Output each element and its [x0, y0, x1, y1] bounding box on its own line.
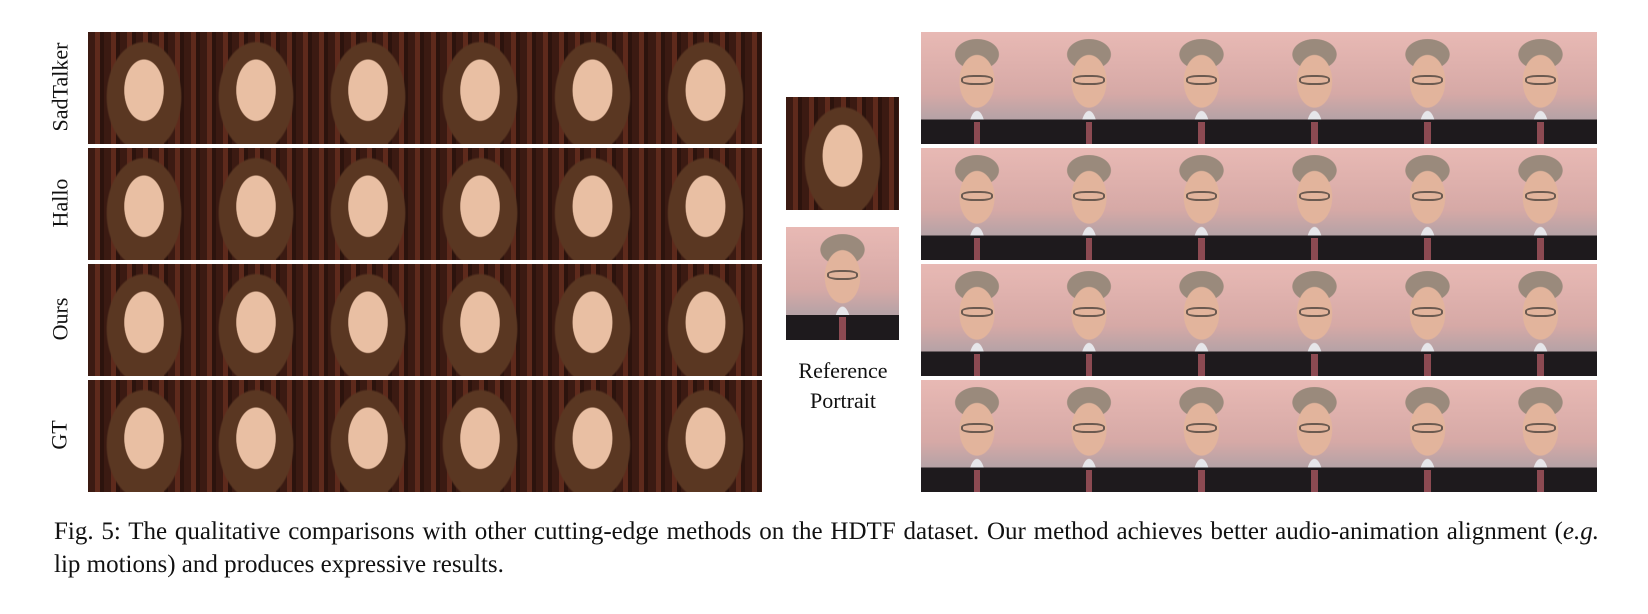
- video-frame: [200, 264, 312, 376]
- frame-row-ours-left: [88, 264, 762, 376]
- video-frame: [649, 380, 762, 492]
- video-frame: [1033, 148, 1145, 260]
- video-frame: [536, 32, 649, 144]
- video-frame: [1484, 264, 1597, 376]
- video-frame: [312, 264, 424, 376]
- video-frame: [200, 380, 312, 492]
- video-frame: [88, 32, 200, 144]
- frame-row-hallo-left: [88, 148, 762, 260]
- frame-row-ours-right: [921, 264, 1597, 376]
- video-frame: [424, 264, 536, 376]
- video-frame: [1258, 148, 1371, 260]
- figure-caption: Fig. 5: The qualitative comparisons with…: [54, 515, 1599, 581]
- video-frame: [1033, 32, 1145, 144]
- caption-eg: e.g.: [1562, 518, 1599, 545]
- frame-row-sadtalker-left: [88, 32, 762, 144]
- video-frame: [1371, 148, 1484, 260]
- frame-row-gt-left: [88, 380, 762, 492]
- video-frame: [200, 148, 312, 260]
- video-frame: [921, 148, 1033, 260]
- video-frame: [1258, 32, 1371, 144]
- video-frame: [649, 32, 762, 144]
- frame-row-gt-right: [921, 380, 1597, 492]
- row-label-ours: Ours: [47, 297, 72, 340]
- video-frame: [312, 32, 424, 144]
- video-frame: [312, 148, 424, 260]
- reference-portrait-label: Reference Portrait: [798, 358, 888, 413]
- video-frame: [1484, 32, 1597, 144]
- video-frame: [1145, 148, 1258, 260]
- caption-lead: Fig. 5: The qualitative comparisons with…: [54, 518, 1563, 545]
- video-frame: [1371, 380, 1484, 492]
- video-frame: [536, 380, 649, 492]
- video-frame: [424, 32, 536, 144]
- video-frame: [424, 148, 536, 260]
- video-frame: [1033, 380, 1145, 492]
- video-frame: [921, 32, 1033, 144]
- video-frame: [1145, 380, 1258, 492]
- video-frame: [312, 380, 424, 492]
- reference-portrait-woman: [786, 97, 899, 210]
- row-label-hallo: Hallo: [47, 178, 73, 227]
- video-frame: [649, 264, 762, 376]
- video-frame: [1033, 264, 1145, 376]
- video-frame: [536, 148, 649, 260]
- video-frame: [1371, 32, 1484, 144]
- video-frame: [88, 380, 200, 492]
- caption-tail: lip motions) and produces expressive res…: [54, 551, 504, 578]
- video-frame: [1371, 264, 1484, 376]
- video-frame: [1145, 264, 1258, 376]
- video-frame: [200, 32, 312, 144]
- video-frame: [1484, 380, 1597, 492]
- video-frame: [921, 264, 1033, 376]
- video-frame: [1258, 264, 1371, 376]
- video-frame: [1484, 148, 1597, 260]
- video-frame: [1258, 380, 1371, 492]
- video-frame: [424, 380, 536, 492]
- row-label-sadtalker: SadTalker: [47, 42, 72, 131]
- video-frame: [88, 148, 200, 260]
- row-label-gt: GT: [46, 419, 72, 450]
- frame-row-sadtalker-right: [921, 32, 1597, 144]
- video-frame: [88, 264, 200, 376]
- video-frame: [649, 148, 762, 260]
- video-frame: [1145, 32, 1258, 144]
- reference-portrait-man: [786, 227, 899, 340]
- video-frame: [536, 264, 649, 376]
- video-frame: [921, 380, 1033, 492]
- frame-row-hallo-right: [921, 148, 1597, 260]
